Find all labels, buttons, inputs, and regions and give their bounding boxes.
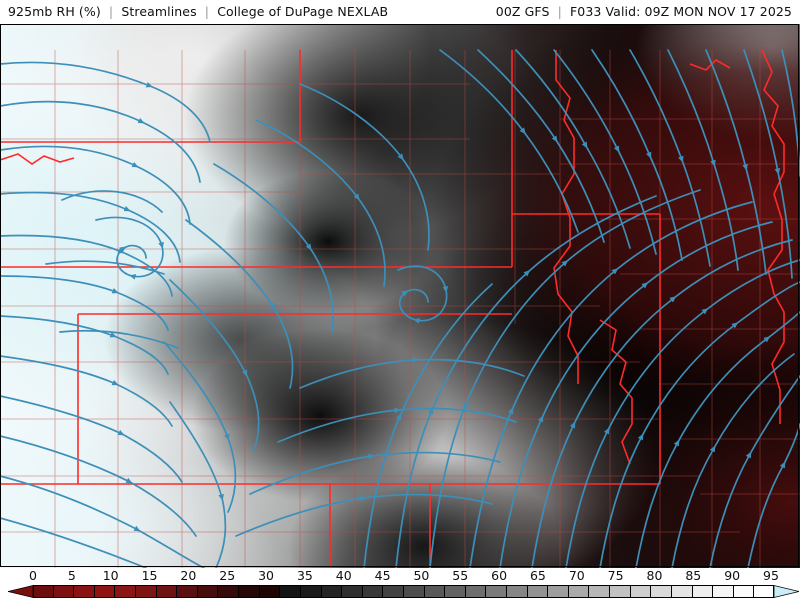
header-separator-2: | [204,4,210,19]
map-render [0,24,800,568]
colorbar-segment [342,585,363,598]
colorbar-tick-labels: 0 5 10 15 20 25 30 35 40 45 50 55 60 65 70 75 80 85 90 95 [0,568,800,585]
colorbar-segment [33,585,54,598]
colorbar-tick-label: 20 [180,568,197,583]
colorbar-under-arrow [8,585,33,598]
colorbar-tick-label: 80 [646,568,663,583]
colorbar-tick-label: 85 [685,568,702,583]
colorbar-segment [156,585,178,598]
overlay-label: Streamlines [121,4,197,19]
colorbar-segment [733,585,755,598]
map-canvas[interactable] [0,24,800,568]
colorbar-segment [610,585,631,598]
model-run-label: 00Z GFS [495,4,550,19]
colorbar-segment [486,585,508,598]
colorbar-segment [403,585,425,598]
source-label: College of DuPage NEXLAB [217,4,389,19]
colorbar-segment [197,585,219,598]
colorbar-tick-label: 5 [67,568,76,583]
streamlines-layer [0,49,800,568]
colorbar-tick-label: 25 [219,568,236,583]
colorbar-tick-label: 95 [763,568,779,583]
colorbar-segment [74,585,95,598]
colorbar-segment [136,585,157,598]
colorbar-tick-label: 55 [452,568,469,583]
colorbar-segment [507,585,528,598]
colorbar-segment [548,585,569,598]
header-separator-3: | [557,4,562,19]
colorbar-segment [177,585,198,598]
colorbar-segment [527,585,549,598]
colorbar-tick-label: 15 [141,568,158,583]
product-label: 925mb RH (%) [8,4,101,19]
colorbar-tick-label: 65 [529,568,546,583]
colorbar-segment [445,585,466,598]
colorbar-tick-label: 10 [102,568,119,583]
colorbar-segment [754,585,774,598]
colorbar-segment [321,585,343,598]
colorbar-tick-label: 70 [568,568,585,583]
colorbar-over-arrow [774,585,799,598]
colorbar-tick-label: 35 [296,568,313,583]
header-left-title: 925mb RH (%) | Streamlines | College of … [8,4,388,19]
colorbar-tick-label: 60 [491,568,508,583]
colorbar-tick-label: 30 [258,568,274,583]
colorbar-segment [362,585,384,598]
colorbar-segment [280,585,301,598]
colorbar-segment [568,585,590,598]
colorbar-segment [692,585,714,598]
colorbar-tick-label: 50 [413,568,430,583]
colorbar-segment [651,585,672,598]
colorbar-tick-label: 0 [29,568,37,583]
header-bar: 925mb RH (%) | Streamlines | College of … [0,0,800,24]
colorbar-tick-label: 75 [607,568,624,583]
colorbar-segment [424,585,446,598]
state-boundaries [0,49,785,568]
colorbar-segment [239,585,260,598]
colorbar-segment [383,585,404,598]
colorbar-tick-label: 40 [335,568,352,583]
colorbar-segment [218,585,240,598]
colorbar-segment [300,585,322,598]
header-right-title: 00Z GFS | F033 Valid: 09Z MON NOV 17 202… [496,4,792,19]
colorbar-segment [713,585,734,598]
colorbar-segment [115,585,137,598]
colorbar-tick-label: 90 [724,568,741,583]
colorbar-segment [630,585,652,598]
valid-time-label: F033 Valid: 09Z MON NOV 17 2025 [569,4,792,19]
colorbar-segment [465,585,487,598]
colorbar-region: 0 5 10 15 20 25 30 35 40 45 50 55 60 65 70 75 80 85 90 95 [0,568,800,600]
header-separator-1: | [108,4,114,19]
rh-shaded-field [0,24,800,568]
colorbar-tick-label: 45 [374,568,391,583]
colorbar-gradient [33,585,774,598]
colorbar-segment [94,585,116,598]
colorbar-segment [589,585,611,598]
colorbar-segment [259,585,281,598]
colorbar-segment [671,585,693,598]
colorbar-segment [53,585,75,598]
